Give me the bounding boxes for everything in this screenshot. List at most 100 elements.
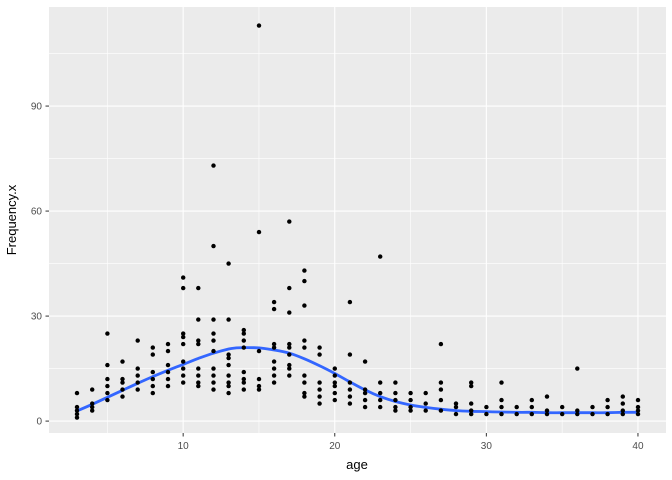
- data-point: [165, 341, 171, 347]
- data-point: [287, 373, 292, 378]
- data-point: [514, 404, 519, 410]
- data-point: [181, 331, 186, 336]
- data-point: [287, 341, 292, 347]
- data-point: [226, 380, 231, 385]
- data-point: [196, 380, 201, 385]
- data-point: [165, 383, 171, 389]
- y-axis-title: Frequency.x: [4, 184, 19, 255]
- data-point: [135, 387, 140, 392]
- data-point: [287, 362, 292, 368]
- data-point: [241, 331, 246, 336]
- data-point: [181, 359, 186, 364]
- data-point: [256, 387, 262, 392]
- data-point: [635, 411, 641, 417]
- data-point: [499, 411, 504, 417]
- data-point: [226, 355, 231, 361]
- data-point: [211, 338, 216, 343]
- data-point: [362, 359, 368, 364]
- data-point: [620, 411, 625, 417]
- data-point: [393, 380, 398, 385]
- data-point: [74, 390, 80, 396]
- data-point: [302, 373, 307, 378]
- data-point: [469, 401, 474, 406]
- data-point: [393, 404, 398, 410]
- data-point: [302, 338, 307, 343]
- data-point: [271, 299, 277, 305]
- data-point: [605, 404, 610, 410]
- data-point: [105, 383, 110, 389]
- data-point: [438, 341, 444, 347]
- data-point: [256, 383, 262, 389]
- data-point: [317, 394, 322, 399]
- data-point: [302, 303, 307, 308]
- data-point: [226, 317, 231, 322]
- data-point: [469, 411, 474, 417]
- data-point: [347, 394, 353, 399]
- data-point: [211, 331, 216, 336]
- data-point: [347, 401, 353, 406]
- data-point: [620, 394, 625, 399]
- data-point: [544, 408, 550, 413]
- data-point: [347, 380, 353, 385]
- data-point: [378, 380, 383, 385]
- data-point: [120, 394, 125, 399]
- x-tick-label: 20: [329, 441, 341, 452]
- data-point: [590, 404, 595, 410]
- data-point: [241, 387, 246, 392]
- data-point: [317, 387, 322, 392]
- data-point: [317, 401, 322, 406]
- data-point: [605, 397, 610, 403]
- data-point: [105, 362, 110, 368]
- data-point: [469, 380, 474, 385]
- data-point: [74, 404, 80, 410]
- data-point: [499, 380, 504, 385]
- data-point: [181, 285, 186, 291]
- data-point: [287, 366, 292, 371]
- data-point: [378, 390, 383, 396]
- data-point: [120, 380, 125, 385]
- data-point: [256, 348, 262, 354]
- data-point: [453, 404, 459, 410]
- x-axis-tick-labels: 10 20 30 40: [178, 441, 644, 452]
- data-point: [256, 376, 262, 382]
- data-point: [211, 348, 216, 354]
- data-point: [165, 369, 171, 375]
- data-point: [287, 352, 292, 357]
- data-point: [302, 394, 307, 399]
- data-point: [317, 352, 322, 357]
- data-point: [256, 23, 262, 28]
- data-point: [302, 380, 307, 385]
- data-point: [150, 369, 155, 375]
- data-point: [196, 341, 201, 347]
- data-point: [74, 408, 80, 413]
- data-point: [135, 380, 140, 385]
- data-point: [241, 380, 246, 385]
- data-point: [196, 383, 201, 389]
- data-point: [181, 275, 186, 280]
- data-point: [575, 408, 580, 413]
- data-point: [165, 348, 171, 354]
- data-point: [302, 278, 307, 284]
- y-axis-tick-labels: 0 30 60 90: [31, 102, 43, 428]
- data-point: [302, 268, 307, 273]
- data-point: [362, 387, 368, 392]
- data-point: [332, 397, 337, 403]
- data-point: [150, 376, 155, 382]
- data-point: [196, 373, 201, 378]
- data-point: [211, 163, 216, 168]
- data-point: [514, 411, 519, 417]
- data-point: [165, 362, 171, 368]
- data-point: [438, 380, 444, 385]
- data-point: [408, 397, 413, 403]
- data-point: [226, 362, 231, 368]
- data-point: [196, 338, 201, 343]
- data-point: [590, 411, 595, 417]
- data-point: [438, 408, 444, 413]
- data-point: [196, 317, 201, 322]
- data-point: [362, 397, 368, 403]
- data-point: [181, 380, 186, 385]
- data-point: [393, 397, 398, 403]
- y-tick-label: 0: [36, 417, 42, 428]
- data-point: [287, 285, 292, 291]
- data-point: [105, 331, 110, 336]
